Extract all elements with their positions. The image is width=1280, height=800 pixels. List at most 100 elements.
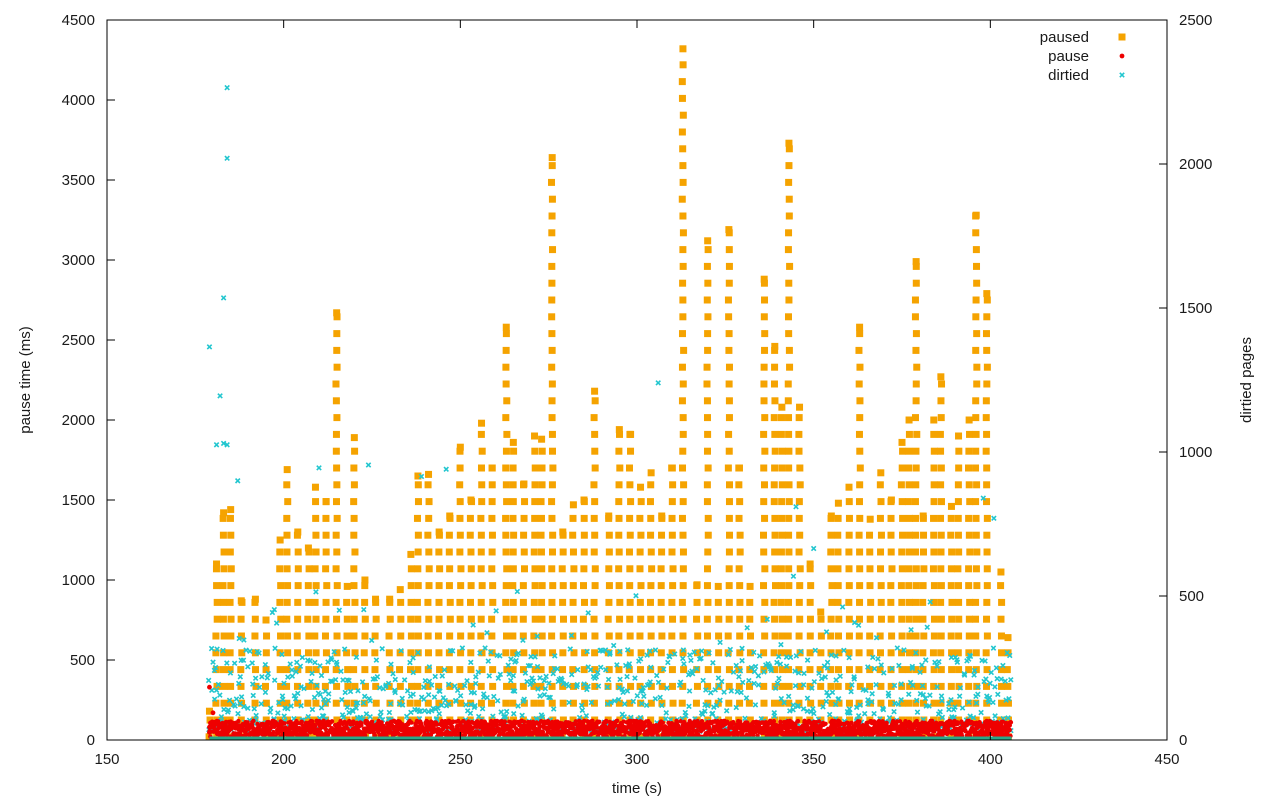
dirtied-point: [868, 699, 875, 705]
paused-point: [647, 632, 655, 640]
dirtied-point: [970, 714, 977, 721]
pause-point: [537, 723, 542, 729]
paused-point: [761, 296, 769, 304]
paused-point: [615, 565, 623, 573]
paused-point: [647, 548, 655, 556]
paused-point: [569, 531, 577, 539]
y-tick-label: 3000: [62, 252, 95, 269]
paused-point: [898, 699, 906, 707]
paused-point: [777, 699, 785, 707]
dirtied-point: [224, 84, 230, 91]
paused-point: [569, 666, 577, 674]
paused-point: [973, 262, 981, 270]
paused-point: [283, 466, 291, 474]
paused-point: [678, 195, 686, 203]
paused-point: [998, 666, 1006, 674]
dirtied-point: [774, 659, 780, 666]
dirtied-point: [885, 693, 892, 699]
paused-point: [796, 565, 804, 573]
paused-point: [647, 582, 655, 590]
dirtied-point: [288, 703, 294, 709]
dirtied-point: [624, 647, 631, 653]
paused-point: [626, 481, 634, 489]
paused-point: [548, 229, 556, 237]
dirtied-point: [605, 676, 612, 683]
paused-point: [679, 45, 687, 53]
pause-point: [778, 719, 783, 725]
dirtied-point: [285, 674, 291, 680]
paused-point: [636, 565, 644, 573]
paused-point: [965, 649, 973, 657]
paused-point: [887, 514, 895, 522]
paused-point: [510, 615, 518, 623]
paused-point: [537, 666, 545, 674]
paused-point: [446, 615, 454, 623]
paused-point: [615, 699, 623, 707]
dirtied-point: [211, 696, 218, 703]
dirtied-point: [235, 680, 242, 687]
paused-point: [725, 363, 733, 371]
dirtied-point: [683, 713, 689, 719]
y-tick-label: 0: [87, 732, 95, 749]
paused-point: [760, 363, 768, 371]
paused-point: [238, 649, 246, 657]
paused-point: [887, 548, 895, 556]
paused-point: [488, 464, 496, 472]
paused-point: [559, 666, 567, 674]
paused-point: [276, 598, 284, 606]
dirtied-point: [339, 696, 345, 703]
paused-point: [778, 514, 786, 522]
dirtied-point: [924, 624, 930, 631]
paused-point: [904, 699, 912, 707]
paused-point: [772, 582, 780, 590]
paused-point: [569, 514, 577, 522]
dirtied-point: [818, 675, 825, 682]
dirtied-point: [234, 478, 241, 484]
dirtied-point: [785, 693, 792, 700]
paused-point: [503, 666, 511, 674]
paused-point: [679, 145, 687, 153]
paused-point: [305, 598, 313, 606]
dirtied-point: [403, 713, 410, 720]
paused-point: [668, 598, 676, 606]
dirtied-point: [787, 654, 794, 661]
paused-point: [904, 666, 912, 674]
paused-point: [912, 397, 920, 405]
dirtied-point: [804, 695, 811, 702]
dirtied-point: [681, 661, 687, 667]
pause-point: [857, 719, 862, 724]
paused-point: [488, 481, 496, 489]
paused-point: [284, 632, 292, 640]
paused-point: [771, 565, 779, 573]
dirtied-point: [752, 702, 759, 708]
dirtied-point: [241, 703, 247, 710]
dirtied-point: [617, 676, 623, 683]
paused-point: [548, 380, 556, 388]
paused-point: [605, 582, 613, 590]
paused-point: [520, 548, 528, 556]
paused-point: [509, 438, 517, 446]
paused-point: [626, 649, 634, 657]
paused-point: [1004, 634, 1012, 642]
dirtied-point: [530, 678, 537, 684]
dirtied-point: [824, 689, 830, 696]
paused-point: [760, 275, 768, 283]
paused-point: [796, 481, 804, 489]
paused-point: [784, 313, 792, 321]
paused-point: [615, 682, 623, 690]
dirtied-point: [709, 710, 716, 717]
paused-point: [227, 632, 235, 640]
dirtied-point: [428, 682, 435, 688]
paused-point: [930, 498, 938, 506]
dirtied-point: [289, 667, 295, 673]
paused-point: [237, 682, 245, 690]
dirtied-point: [777, 661, 784, 667]
dirtied-point: [992, 684, 998, 690]
pause-point: [295, 721, 300, 726]
paused-point: [213, 582, 221, 590]
paused-point: [982, 397, 990, 405]
paused-point: [784, 397, 792, 405]
paused-point: [973, 279, 981, 287]
paused-point: [489, 666, 497, 674]
paused-point: [795, 666, 803, 674]
